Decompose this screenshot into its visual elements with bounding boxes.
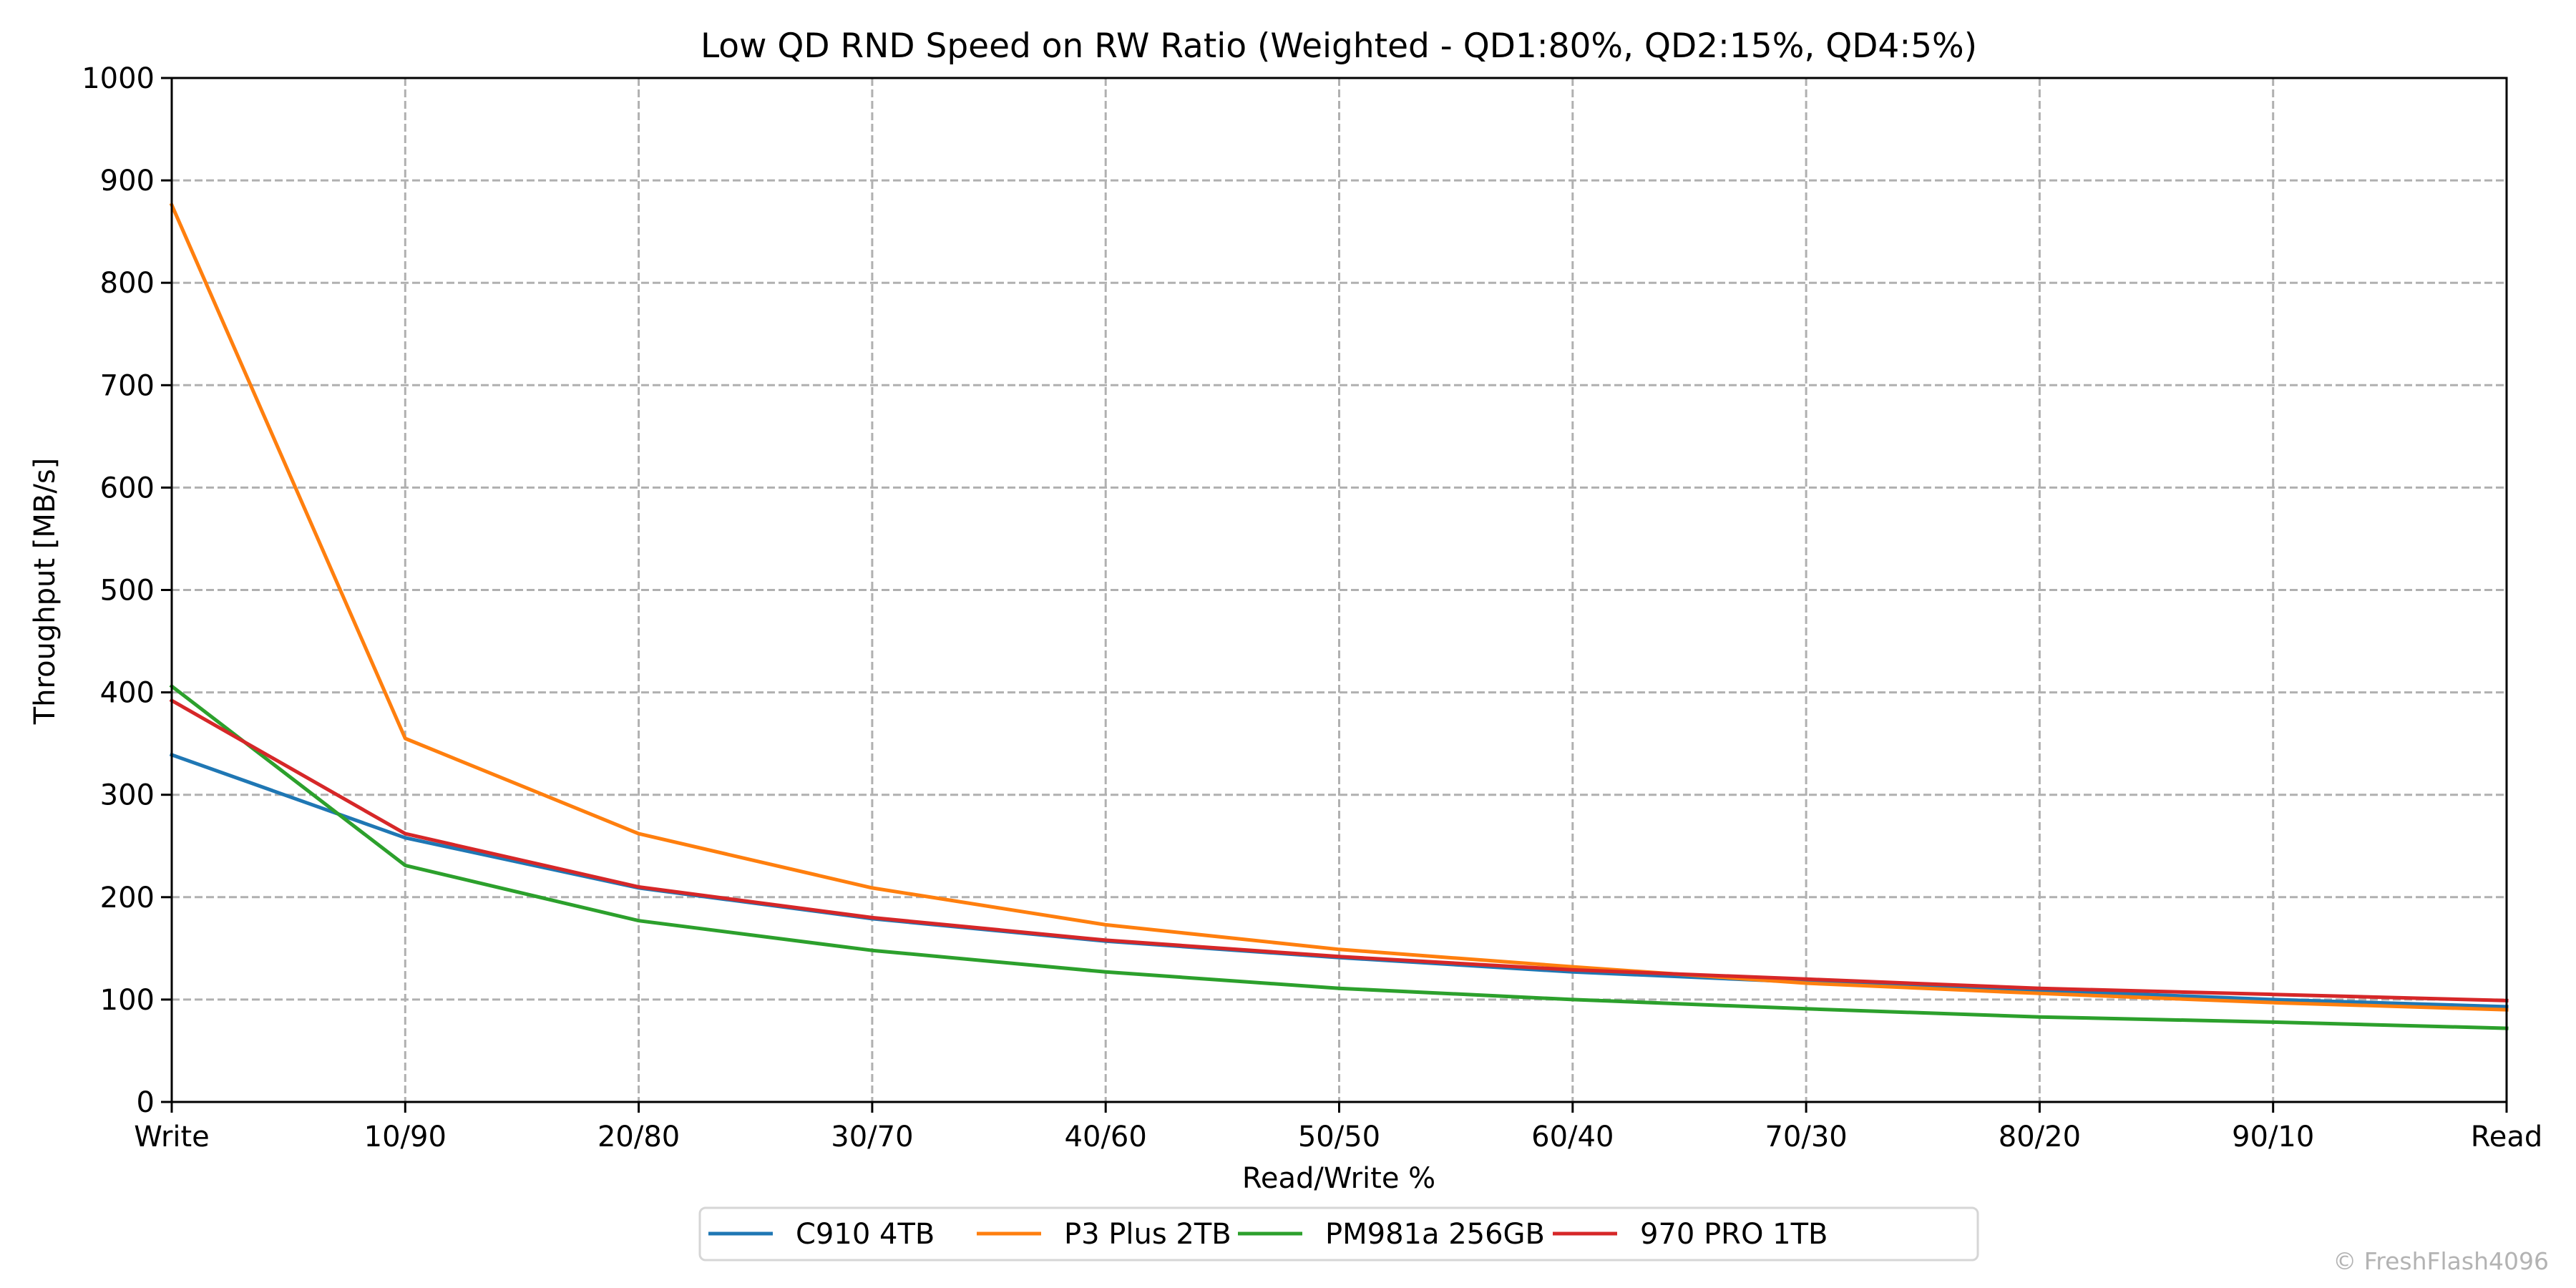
- legend-item: 970 PRO 1TB: [1553, 1218, 1828, 1251]
- x-tick-label: 20/80: [597, 1121, 680, 1153]
- y-tick-label: 100: [100, 984, 155, 1017]
- y-tick-label: 1000: [82, 62, 155, 95]
- y-tick-label: 0: [137, 1086, 155, 1119]
- x-tick-label: 60/40: [1531, 1121, 1614, 1153]
- legend-label: C910 4TB: [796, 1218, 935, 1251]
- watermark: © FreshFlash4096: [2333, 1247, 2549, 1275]
- y-axis: 0 100 200 300 400 500 600 700 800 900 1000: [82, 62, 172, 1119]
- y-tick-label: 200: [100, 882, 155, 914]
- legend-label: PM981a 256GB: [1325, 1218, 1545, 1251]
- y-tick-label: 400: [100, 677, 155, 710]
- y-tick-label: 600: [100, 472, 155, 504]
- y-tick-label: 500: [100, 575, 155, 608]
- x-tick-label: 10/90: [364, 1121, 447, 1153]
- y-tick-label: 300: [100, 779, 155, 812]
- legend-label: P3 Plus 2TB: [1064, 1218, 1231, 1251]
- x-tick-label: 50/50: [1298, 1121, 1380, 1153]
- legend-item: C910 4TB: [708, 1218, 935, 1251]
- legend: C910 4TB P3 Plus 2TB PM981a 256GB 970 PRO 1…: [698, 1206, 1979, 1262]
- x-tick-label: 40/60: [1065, 1121, 1147, 1153]
- x-axis: Write 10/90 20/80 30/70 40/60 50/50 60/40 70/30…: [134, 1102, 2542, 1153]
- grid-layer: [172, 78, 2507, 1102]
- legend-item: P3 Plus 2TB: [977, 1218, 1231, 1251]
- x-tick-label: Read: [2471, 1121, 2543, 1153]
- x-tick-label: 80/20: [1999, 1121, 2081, 1153]
- series-970-pro-1tb: [169, 698, 2509, 1002]
- series-layer: [169, 203, 2509, 1030]
- legend-frame: [698, 1206, 1979, 1262]
- y-axis-label: Throughput [MB/s]: [29, 458, 62, 726]
- legend-item: PM981a 256GB: [1238, 1218, 1545, 1251]
- x-tick-label: 90/10: [2232, 1121, 2314, 1153]
- y-tick-label: 900: [100, 165, 155, 197]
- y-tick-label: 800: [100, 267, 155, 300]
- x-axis-label: Read/Write %: [1242, 1162, 1435, 1195]
- legend-label: 970 PRO 1TB: [1640, 1218, 1828, 1251]
- y-tick-label: 700: [100, 369, 155, 402]
- chart-title: Low QD RND Speed on RW Ratio (Weighted -…: [701, 26, 1977, 66]
- x-tick-label: 70/30: [1765, 1121, 1847, 1153]
- x-tick-label: Write: [134, 1121, 210, 1153]
- x-tick-label: 30/70: [831, 1121, 913, 1153]
